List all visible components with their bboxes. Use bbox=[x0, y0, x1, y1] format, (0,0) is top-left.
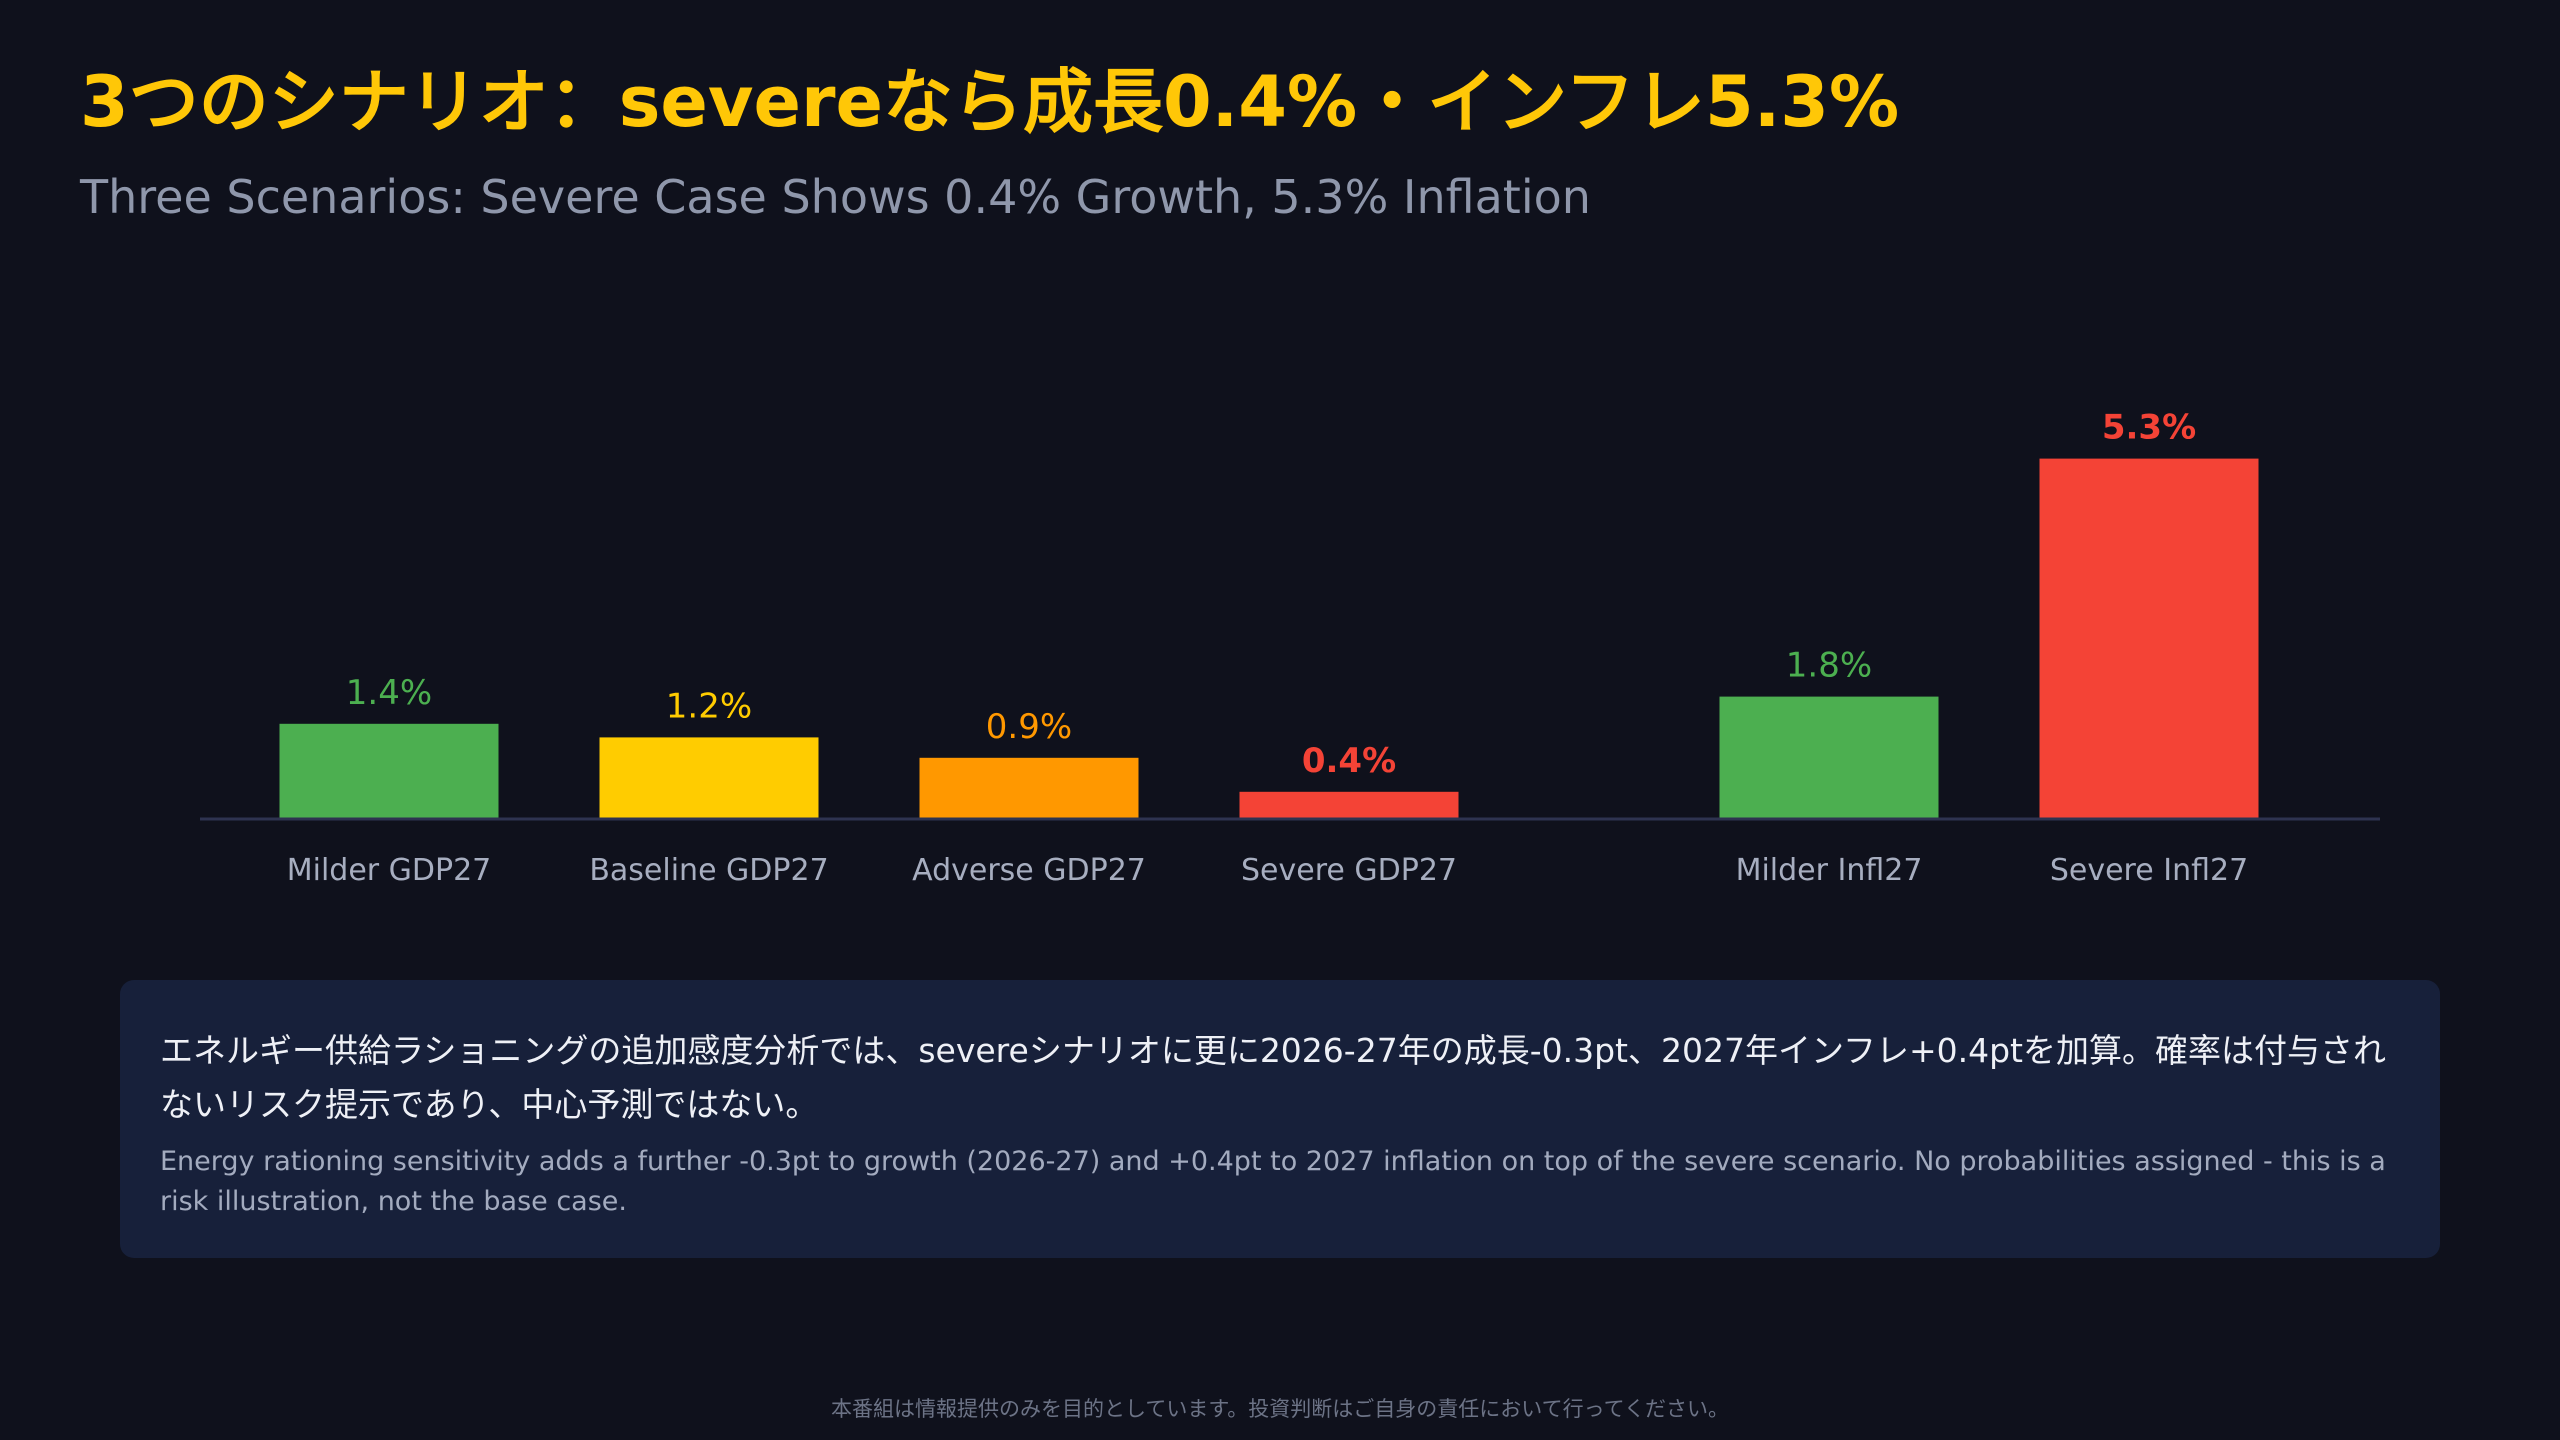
bar-baseline-gdp27 bbox=[599, 737, 819, 819]
bar-chart: 1.4% Milder GDP27 1.2% Baseline GDP27 0.9% Ad… bbox=[200, 408, 2380, 888]
bars-layer bbox=[279, 458, 2259, 819]
x-tick-label: Baseline GDP27 bbox=[589, 853, 828, 888]
labels-layer: 1.4% Milder GDP27 1.2% Baseline GDP27 0.9% Ad… bbox=[287, 408, 2248, 888]
x-tick-label: Severe GDP27 bbox=[1241, 853, 1457, 888]
bar-severe-infl27 bbox=[2039, 458, 2259, 819]
value-label: 1.8% bbox=[1786, 646, 1872, 686]
value-label: 0.4% bbox=[1302, 741, 1396, 781]
note-text-jp: エネルギー供給ラショニングの追加感度分析では、severeシナリオに更に2026… bbox=[160, 1031, 2386, 1124]
bar-milder-gdp27 bbox=[279, 723, 499, 819]
value-label: 5.3% bbox=[2102, 408, 2196, 448]
note-text-en: Energy rationing sensitivity adds a furt… bbox=[160, 1146, 2386, 1217]
value-label: 1.2% bbox=[666, 686, 752, 726]
bar-severe-gdp27 bbox=[1239, 791, 1459, 819]
value-label: 0.9% bbox=[986, 707, 1072, 747]
x-tick-label: Milder GDP27 bbox=[287, 853, 492, 888]
x-tick-label: Severe Infl27 bbox=[2050, 853, 2248, 888]
footer-disclaimer: 本番組は情報提供のみを目的としています。投資判断はご自身の責任において行ってくだ… bbox=[831, 1397, 1729, 1421]
x-tick-label: Milder Infl27 bbox=[1736, 853, 1923, 888]
page-title: 3つのシナリオ：severeなら成長0.4%・インフレ5.3% bbox=[80, 61, 1900, 143]
bar-adverse-gdp27 bbox=[919, 757, 1139, 819]
bar-milder-infl27 bbox=[1719, 696, 1939, 819]
page-subtitle: Three Scenarios: Severe Case Shows 0.4% … bbox=[80, 170, 1591, 224]
x-tick-label: Adverse GDP27 bbox=[912, 853, 1146, 888]
note-box: エネルギー供給ラショニングの追加感度分析では、severeシナリオに更に2026… bbox=[120, 980, 2440, 1258]
value-label: 1.4% bbox=[346, 673, 432, 713]
